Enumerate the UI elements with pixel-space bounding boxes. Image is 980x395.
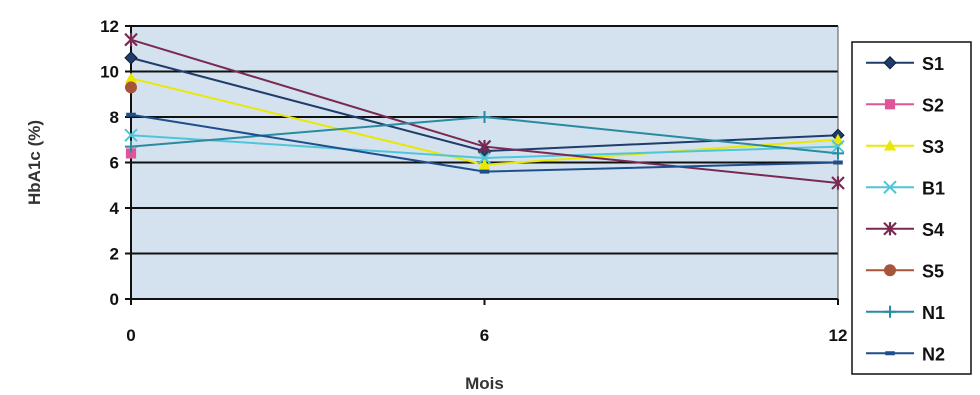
legend-label-s4: S4 (922, 220, 944, 240)
y-tick-label: 4 (110, 199, 120, 218)
data-point-n1 (125, 140, 137, 153)
legend-entry-s4: S4 (866, 220, 944, 240)
legend-box (851, 41, 972, 375)
legend-entry-s1: S1 (866, 54, 944, 74)
legend-label-n1: N1 (922, 303, 945, 323)
legend-label-n2: N2 (922, 344, 945, 364)
data-point-s3 (125, 72, 137, 84)
x-tick-label: 12 (829, 326, 848, 345)
x-tick-label: 0 (126, 326, 135, 345)
data-point-b1 (124, 128, 138, 142)
data-point-s3 (832, 133, 844, 145)
data-point-s5 (125, 81, 137, 94)
x-tick-label: 6 (480, 326, 489, 345)
legend-entry-s2: S2 (866, 95, 944, 115)
legend-label-s5: S5 (922, 261, 944, 281)
y-axis-title: HbA1c (%) (25, 120, 44, 205)
legend-entry-b1: B1 (866, 178, 945, 198)
legend-entry-n1: N1 (866, 303, 945, 323)
data-point-s4 (477, 139, 492, 154)
legend-marker-b1 (883, 180, 897, 194)
x-axis-title: Mois (465, 374, 504, 393)
data-point-b1 (831, 139, 845, 154)
data-point-s1 (124, 51, 138, 65)
legend-label-s3: S3 (922, 137, 944, 157)
y-tick-label: 10 (100, 63, 119, 82)
legend-entry-s5: S5 (866, 261, 944, 281)
data-point-b1 (477, 151, 492, 165)
legend-marker-n1 (884, 305, 896, 318)
legend-entry-n2: N2 (866, 344, 945, 364)
data-point-s4 (124, 32, 138, 47)
legend-entry-s3: S3 (866, 137, 944, 157)
data-point-s4 (831, 176, 845, 190)
legend-marker-s5 (884, 264, 896, 277)
axes: 0 2 4 6 8 10 12 0 6 12 (100, 17, 847, 345)
data-point-s3 (478, 158, 491, 170)
data-point-n2 (479, 169, 490, 174)
data-point-n2 (126, 112, 136, 117)
y-tick-label: 0 (110, 290, 119, 309)
legend-label-s1: S1 (922, 54, 944, 74)
legend-marker-s4 (883, 221, 897, 236)
data-point-n1 (832, 147, 844, 160)
legend-marker-s1 (883, 56, 897, 70)
data-point-s2 (125, 148, 137, 159)
legend: S1 S2 S3 B1 S4 S5 N1 N2 (851, 41, 972, 375)
legend-label-b1: B1 (922, 178, 945, 198)
markers-layer (124, 32, 845, 190)
y-tick-label: 2 (110, 245, 119, 264)
y-tick-label: 8 (110, 108, 119, 127)
data-point-n2 (833, 160, 843, 165)
legend-marker-n2 (885, 351, 895, 356)
y-tick-label: 12 (100, 17, 119, 36)
legend-marker-s3 (884, 139, 896, 151)
data-point-n1 (478, 111, 491, 123)
legend-marker-s2 (884, 99, 896, 110)
y-tick-label: 6 (110, 154, 119, 173)
legend-label-s2: S2 (922, 95, 944, 115)
